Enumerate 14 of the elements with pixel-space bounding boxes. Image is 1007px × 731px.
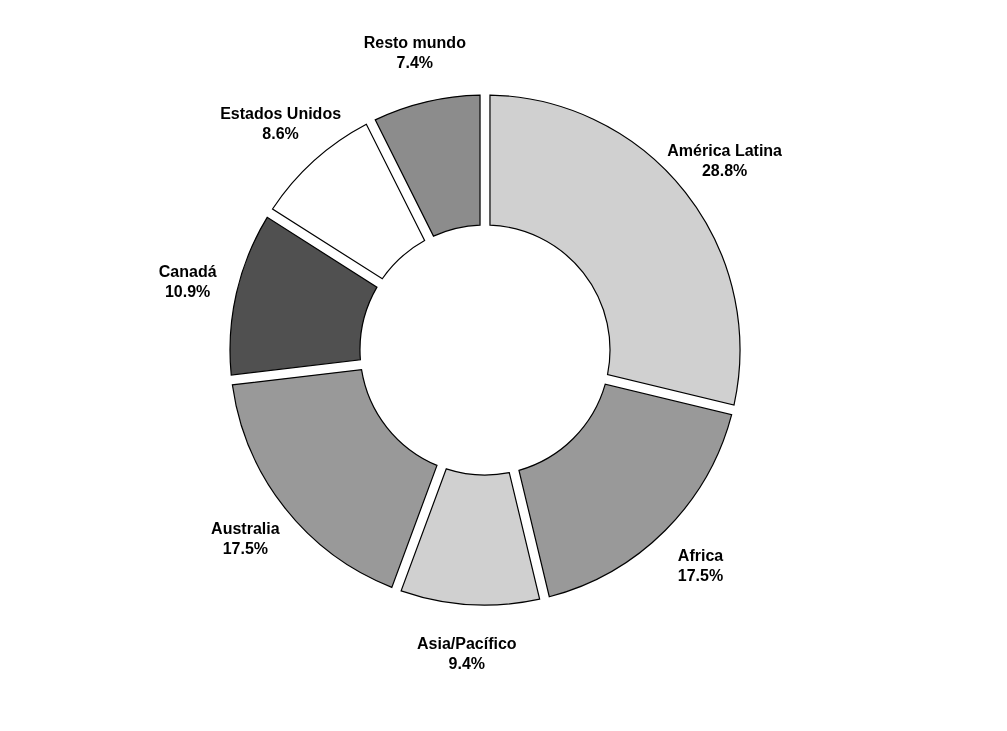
slice-label: Africa <box>677 546 724 564</box>
data-label: 17.5% <box>222 539 269 557</box>
slice-label: Estados Unidos <box>220 104 342 122</box>
data-label: 10.9% <box>164 283 211 301</box>
slice-label: Canadá <box>158 263 217 281</box>
data-label: 7.4% <box>396 54 434 72</box>
slice-label: Australia <box>211 519 280 537</box>
slice-label: América Latina <box>667 142 783 160</box>
data-label: 8.6% <box>262 124 299 142</box>
slice-label: Resto mundo <box>363 34 467 52</box>
data-label: 17.5% <box>677 566 724 584</box>
data-label: 9.4% <box>448 655 486 673</box>
slice-label: Asia/Pacífico <box>417 635 517 653</box>
data-label: 28.8% <box>701 162 748 180</box>
